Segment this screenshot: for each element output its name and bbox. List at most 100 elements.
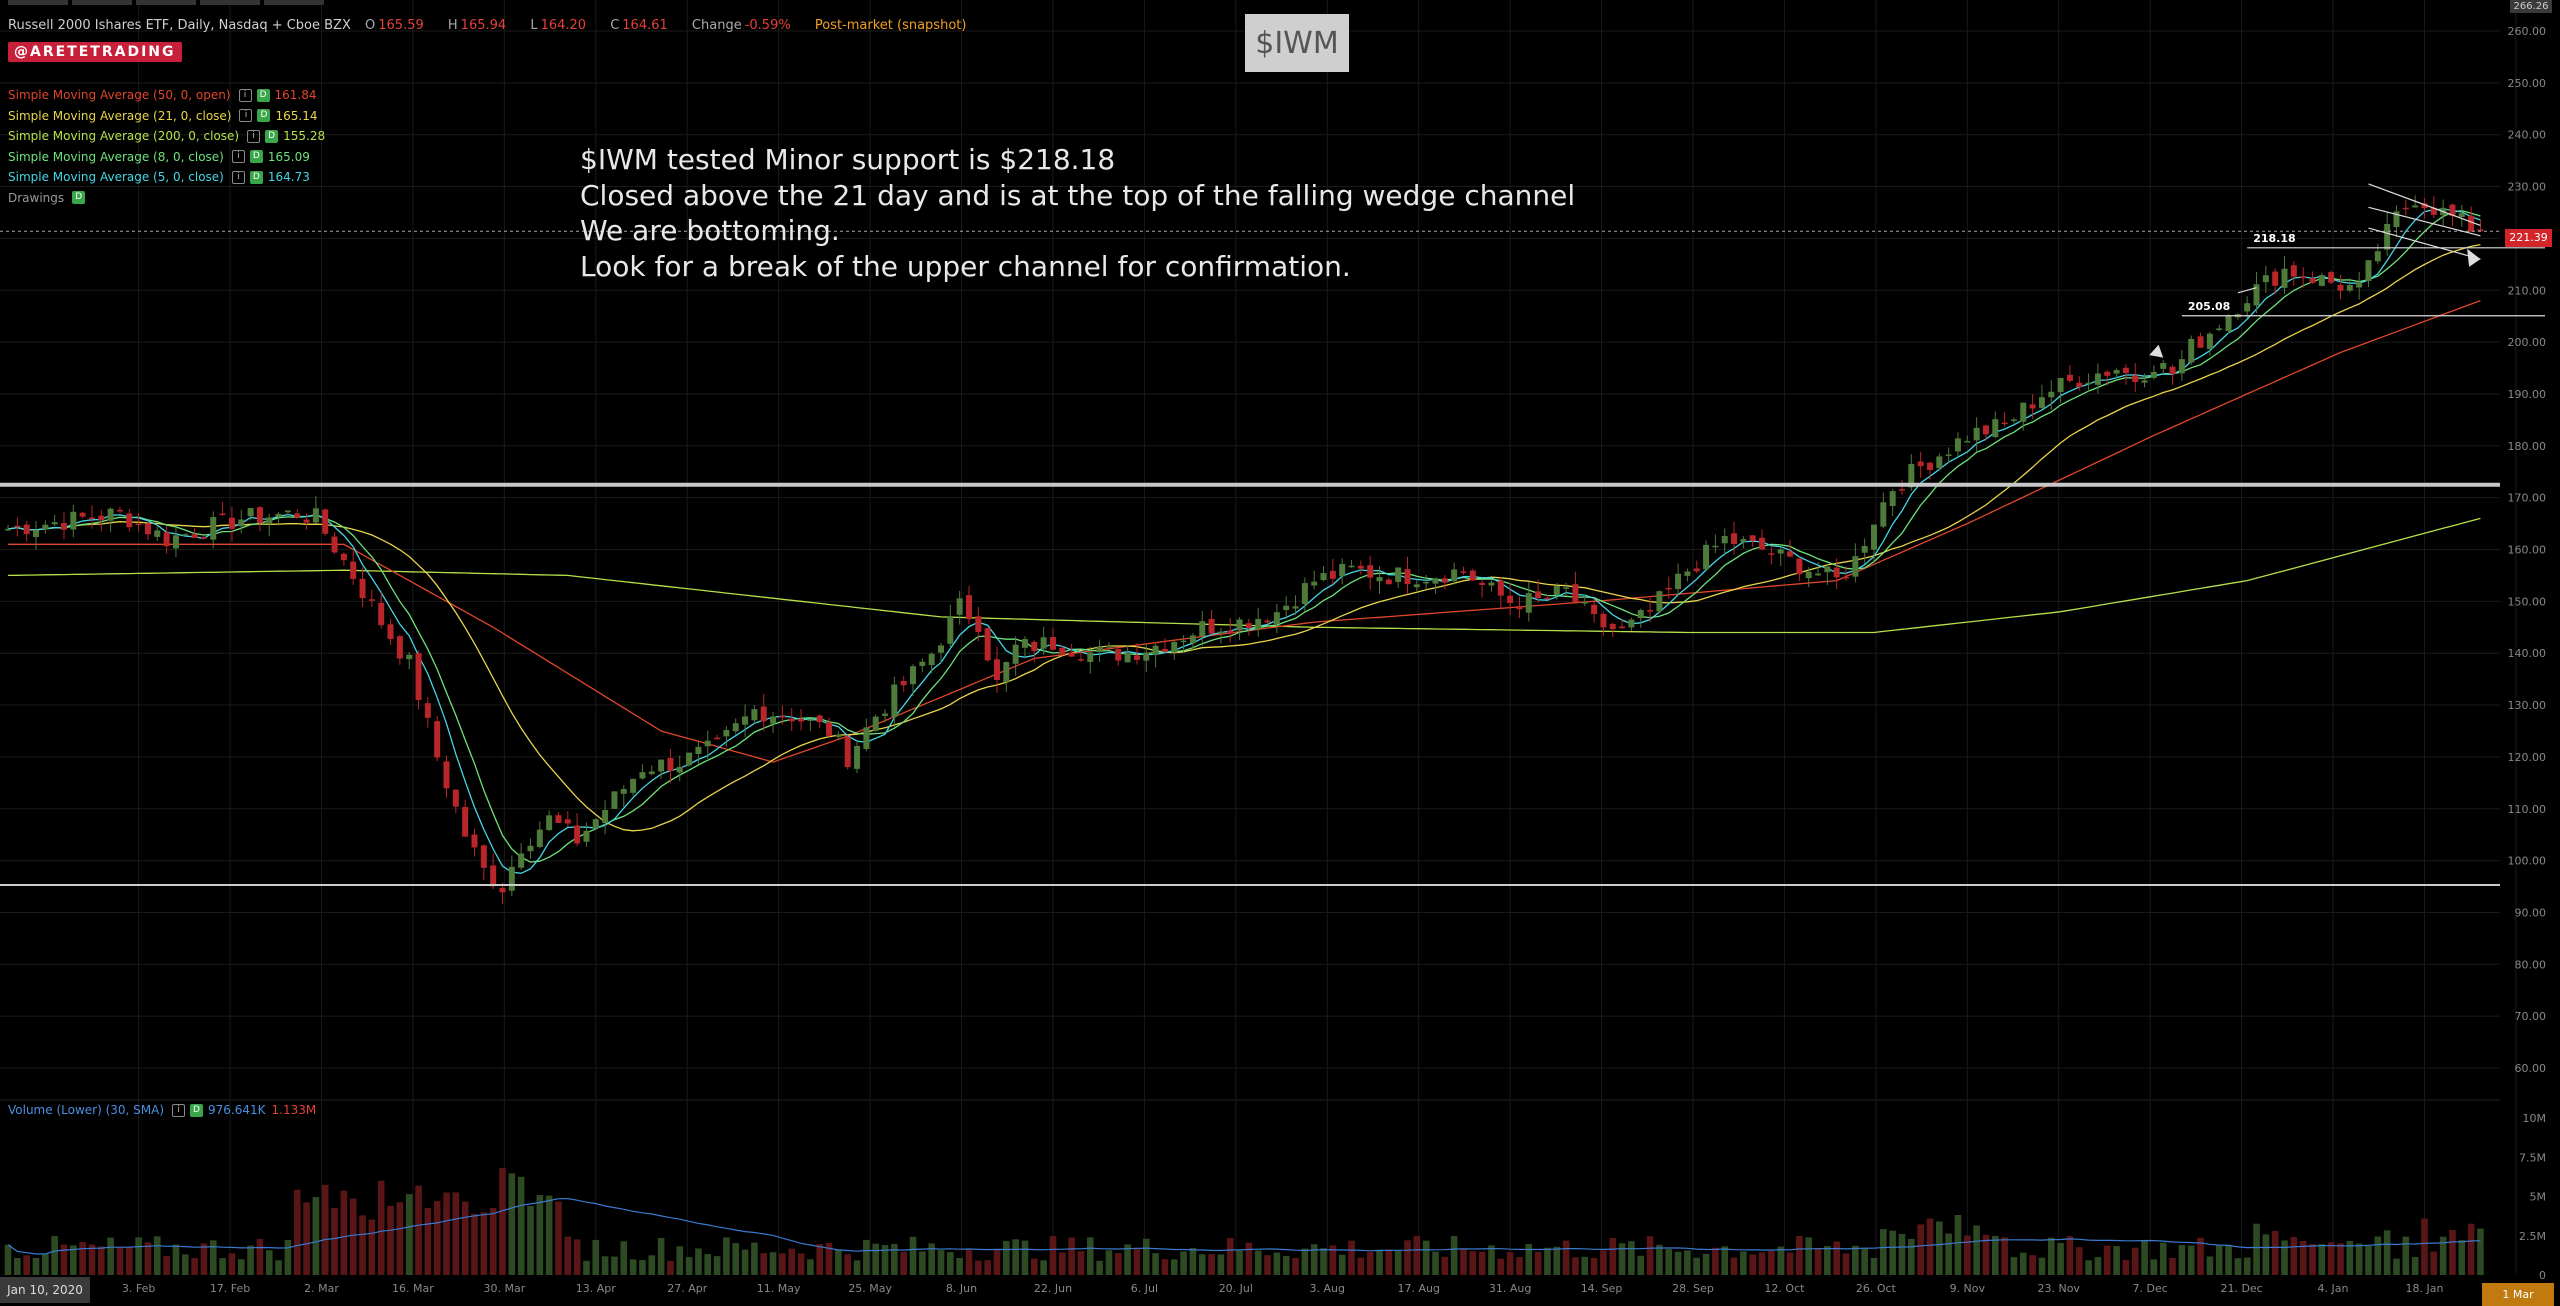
volume-bar [293, 1189, 301, 1275]
info-icon[interactable]: i [231, 170, 245, 184]
volume-bar [1264, 1255, 1271, 1275]
candle-body [900, 680, 907, 686]
volume-bar [2187, 1245, 2195, 1275]
study-settings-icon[interactable]: D [265, 129, 279, 143]
volume-bar [396, 1202, 404, 1275]
candle-body [938, 645, 944, 653]
volume-bar [191, 1258, 198, 1275]
info-icon[interactable]: i [239, 109, 253, 123]
volume-bar [1003, 1241, 1010, 1275]
study-row[interactable]: Simple Moving Average (5, 0, close) i D 164… [8, 167, 325, 188]
study-settings-icon[interactable]: D [190, 1103, 204, 1117]
toolbar-tab[interactable] [200, 0, 260, 5]
study-row[interactable]: Simple Moving Average (21, 0, close) i D 16… [8, 106, 325, 127]
volume-bar [443, 1192, 450, 1275]
volume-bar [1469, 1251, 1477, 1275]
volume-bar [331, 1207, 338, 1275]
study-row[interactable]: Simple Moving Average (50, 0, open) i D 161… [8, 85, 325, 106]
volume-bar [2421, 1218, 2428, 1275]
moving-average-lines [7, 208, 2481, 874]
study-name: Simple Moving Average (200, 0, close) [8, 129, 240, 144]
volume-study-label[interactable]: Volume (Lower) (30, SMA) i D 976.641K 1.… [8, 1103, 316, 1117]
price-tick-label: 80.00 [2515, 958, 2547, 971]
volume-bar [629, 1259, 637, 1275]
study-settings-icon[interactable]: D [72, 191, 86, 205]
support-label: 205.08 [2188, 300, 2230, 313]
candle-body [1059, 647, 1066, 656]
volume-bar [116, 1247, 124, 1275]
volume-bar [835, 1249, 842, 1275]
toolbar-tab[interactable] [264, 0, 324, 5]
candle-body [1898, 489, 1905, 491]
volume-bar [620, 1241, 628, 1275]
info-icon[interactable]: i [231, 150, 245, 164]
volume-bar [676, 1246, 684, 1275]
candle-body [2132, 375, 2139, 382]
volume-bar [1133, 1248, 1141, 1275]
info-icon[interactable]: i [247, 129, 261, 143]
volume-bar [377, 1180, 385, 1275]
toolbar-tab[interactable] [72, 0, 132, 5]
volume-bar [1954, 1214, 1962, 1275]
candle-body [1077, 658, 1084, 661]
volume-bar [1805, 1237, 1812, 1275]
study-row[interactable]: Drawings D [8, 188, 325, 209]
study-settings-icon[interactable]: D [249, 150, 263, 164]
candle-body [854, 745, 861, 769]
volume-bar [1768, 1250, 1775, 1275]
volume-bar [340, 1190, 348, 1275]
volume-bar [751, 1242, 758, 1275]
study-row[interactable]: Simple Moving Average (200, 0, close) i D 1… [8, 126, 325, 147]
candle-body [1012, 644, 1019, 664]
candle-body [1553, 586, 1560, 596]
time-tick-label: 2. Mar [304, 1282, 339, 1295]
info-icon[interactable]: i [238, 88, 252, 102]
candle-body [2169, 366, 2176, 375]
volume-bar [135, 1237, 142, 1275]
time-tick-label: 23. Nov [2037, 1282, 2080, 1295]
candle-body [1749, 535, 1756, 542]
volume-bar [2467, 1223, 2475, 1275]
candle-body [695, 746, 702, 755]
time-tick-label: 12. Oct [1764, 1282, 1805, 1295]
volume-bar [1357, 1257, 1365, 1275]
volume-tick-label: 5M [2530, 1191, 2547, 1204]
candle-body [816, 715, 823, 723]
study-settings-icon[interactable]: D [249, 170, 263, 184]
study-legend[interactable]: Simple Moving Average (50, 0, open) i D 161… [8, 85, 325, 208]
time-axis[interactable]: 3. Feb 17. Feb 2. Mar 16. Mar 30. Mar 13. Apr… [122, 1282, 2560, 1295]
volume-bar [303, 1202, 310, 1275]
info-icon[interactable]: i [172, 1103, 186, 1117]
candle-body [993, 659, 1000, 681]
volume-bar [2225, 1244, 2232, 1275]
current-price-tag: 221.39 [2505, 229, 2552, 247]
volume-bar [956, 1258, 963, 1275]
candle-body [1283, 605, 1290, 611]
volume-bar [517, 1176, 525, 1275]
volume-bar [2430, 1251, 2438, 1275]
candle-body [1982, 425, 1989, 435]
volume-bar [2066, 1236, 2074, 1275]
candle-body [1049, 636, 1056, 650]
volume-bar [2402, 1236, 2410, 1275]
candle-body [1003, 662, 1010, 682]
candle-body [1479, 582, 1486, 585]
candle-body [322, 509, 329, 534]
toolbar-tab[interactable] [136, 0, 196, 5]
study-row[interactable]: Simple Moving Average (8, 0, close) i D 165… [8, 147, 325, 168]
volume-bar [1861, 1248, 1868, 1275]
candle-body [2057, 377, 2064, 393]
study-settings-icon[interactable]: D [257, 109, 271, 123]
study-settings-icon[interactable]: D [256, 88, 270, 102]
candle-body [1292, 606, 1299, 609]
candle-body [415, 653, 422, 701]
price-axis[interactable]: 260.00250.00240.00230.00220.00210.00200.… [2508, 25, 2547, 1075]
candle-body [2010, 419, 2017, 421]
toolbar-tab[interactable] [8, 0, 68, 5]
candle-body [788, 718, 795, 722]
volume-bar [1385, 1249, 1393, 1275]
candle-body [2094, 373, 2101, 385]
candle-body [1068, 652, 1075, 657]
candle-body [1021, 639, 1028, 648]
